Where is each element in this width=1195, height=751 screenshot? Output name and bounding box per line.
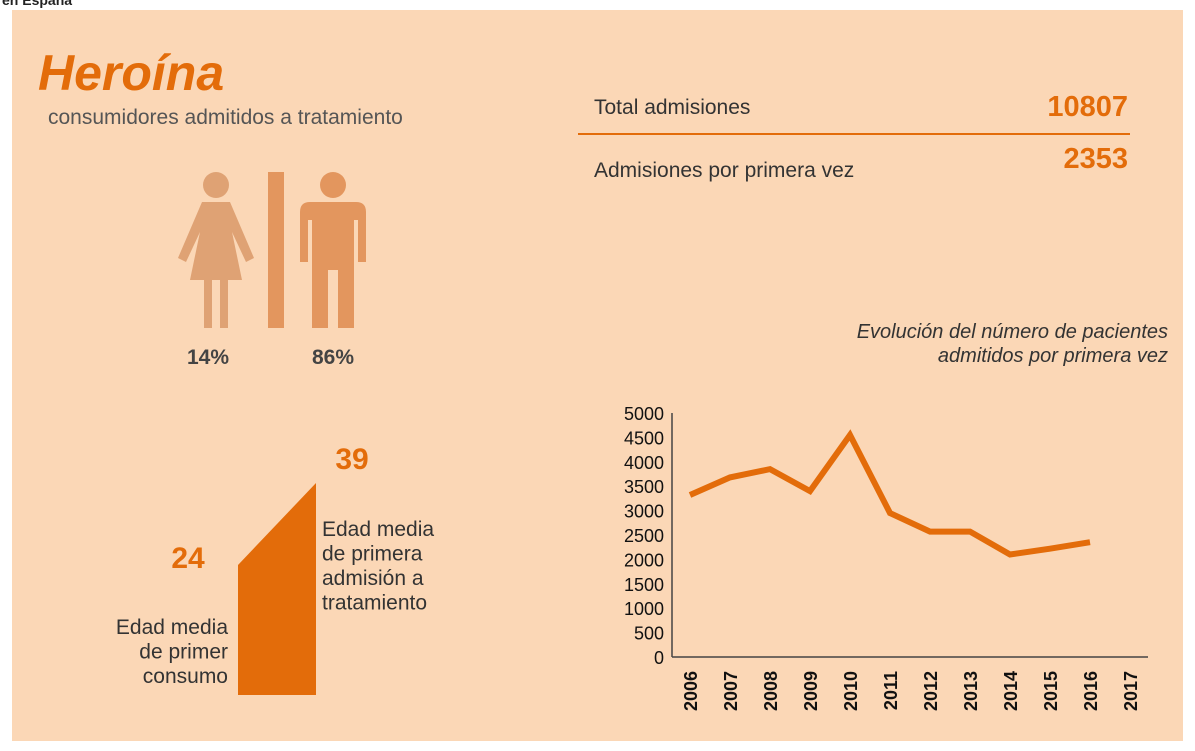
y-tick-label: 4500	[624, 428, 664, 448]
y-tick-label: 4000	[624, 453, 664, 473]
chart-title: admitidos por primera vez	[938, 345, 1168, 367]
y-tick-label: 1000	[624, 599, 664, 619]
divider-bar	[268, 172, 284, 328]
age-caption: de primera	[322, 543, 423, 566]
stat-label: Admisiones por primera vez	[594, 159, 854, 182]
subtitle: consumidores admitidos a tratamiento	[48, 106, 403, 129]
y-tick-label: 3500	[624, 477, 664, 497]
y-tick-label: 2000	[624, 550, 664, 570]
age-caption: admisión a	[322, 567, 424, 590]
x-tick-label: 2006	[681, 671, 701, 711]
age-caption: de primer	[139, 641, 228, 664]
age-caption: consumo	[143, 665, 228, 688]
y-tick-label: 5000	[624, 404, 664, 424]
chart-title: Evolución del número de pacientes	[857, 321, 1168, 343]
x-tick-label: 2015	[1041, 671, 1061, 711]
x-tick-label: 2014	[1001, 671, 1021, 711]
age-caption: Edad media	[116, 616, 228, 639]
x-tick-label: 2011	[881, 671, 901, 710]
x-tick-label: 2013	[961, 671, 981, 711]
female-icon	[178, 172, 254, 328]
x-tick-label: 2007	[721, 671, 741, 711]
stat-value: 10807	[1047, 91, 1128, 123]
age-caption: tratamiento	[322, 592, 427, 615]
age-shape	[238, 483, 316, 695]
title: Heroína	[38, 45, 224, 101]
age-value: 24	[171, 542, 205, 575]
y-tick-label: 2500	[624, 526, 664, 546]
y-tick-label: 500	[634, 624, 664, 644]
panel	[12, 10, 1183, 741]
x-tick-label: 2017	[1121, 671, 1141, 711]
line	[688, 429, 1091, 558]
male-pct: 86%	[312, 346, 354, 369]
female-pct: 14%	[187, 346, 229, 369]
stat-label: Total admisiones	[594, 96, 750, 119]
y-tick-label: 3000	[624, 502, 664, 522]
x-tick-label: 2012	[921, 671, 941, 711]
x-tick-label: 2008	[761, 671, 781, 711]
y-tick-label: 0	[654, 648, 664, 668]
region: en España	[2, 0, 72, 8]
male-icon	[300, 172, 366, 328]
x-tick-label: 2009	[801, 671, 821, 711]
x-tick-label: 2016	[1081, 671, 1101, 711]
y-tick-label: 1500	[624, 575, 664, 595]
stat-value: 2353	[1063, 143, 1128, 175]
age-caption: Edad media	[322, 518, 434, 541]
age-value: 39	[335, 443, 368, 476]
x-tick-label: 2010	[841, 671, 861, 711]
